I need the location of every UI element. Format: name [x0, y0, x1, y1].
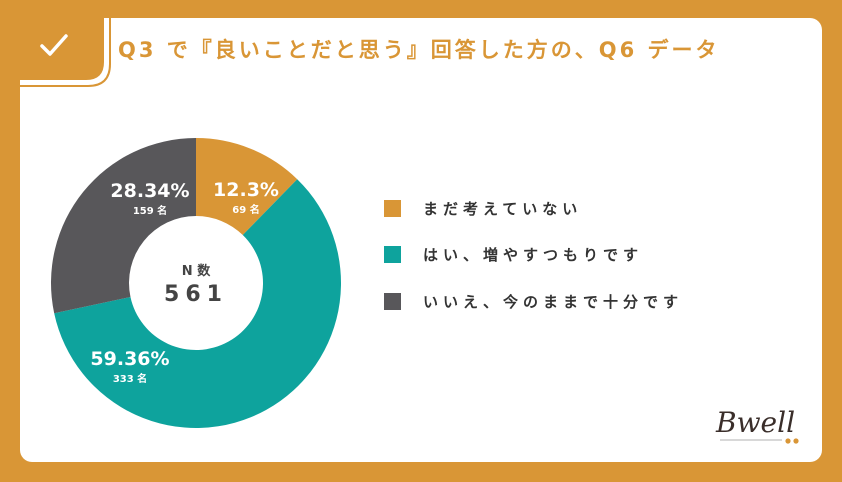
legend-item: はい、増やすつもりです: [384, 243, 683, 267]
legend-item: いいえ、今のままで十分です: [384, 289, 683, 313]
page-title: Q3 で『良いことだと思う』回答した方の、Q6 データ: [118, 38, 720, 62]
legend-swatch: [384, 292, 401, 310]
slice-count-label: 333 名: [113, 372, 147, 385]
slice-count-label: 159 名: [133, 204, 167, 217]
legend-swatch: [384, 246, 401, 263]
legend-label: いいえ、今のままで十分です: [423, 292, 684, 311]
legend-swatch: [384, 199, 401, 217]
legend-item: まだ考えていない: [384, 196, 683, 220]
check-tab: [20, 18, 111, 87]
slice-percent-label: 12.3%: [213, 179, 279, 201]
legend-label: まだ考えていない: [423, 199, 583, 218]
bwell-logo: Bwell: [715, 406, 799, 444]
center-label: N 数: [182, 263, 211, 279]
checkmark-icon: [40, 34, 68, 56]
donut-slice: [50, 138, 196, 314]
donut-slice: [54, 179, 341, 428]
center-value: 561: [164, 282, 228, 307]
legend-label: はい、増やすつもりです: [423, 246, 644, 264]
slice-count-label: 69 名: [232, 203, 259, 216]
svg-text:Bwell: Bwell: [715, 406, 795, 439]
donut-slice: [196, 138, 298, 236]
chart-legend: まだ考えていないはい、増やすつもりですいいえ、今のままで十分です: [384, 196, 683, 336]
slice-percent-label: 59.36%: [90, 348, 169, 370]
slice-percent-label: 28.34%: [110, 180, 189, 202]
